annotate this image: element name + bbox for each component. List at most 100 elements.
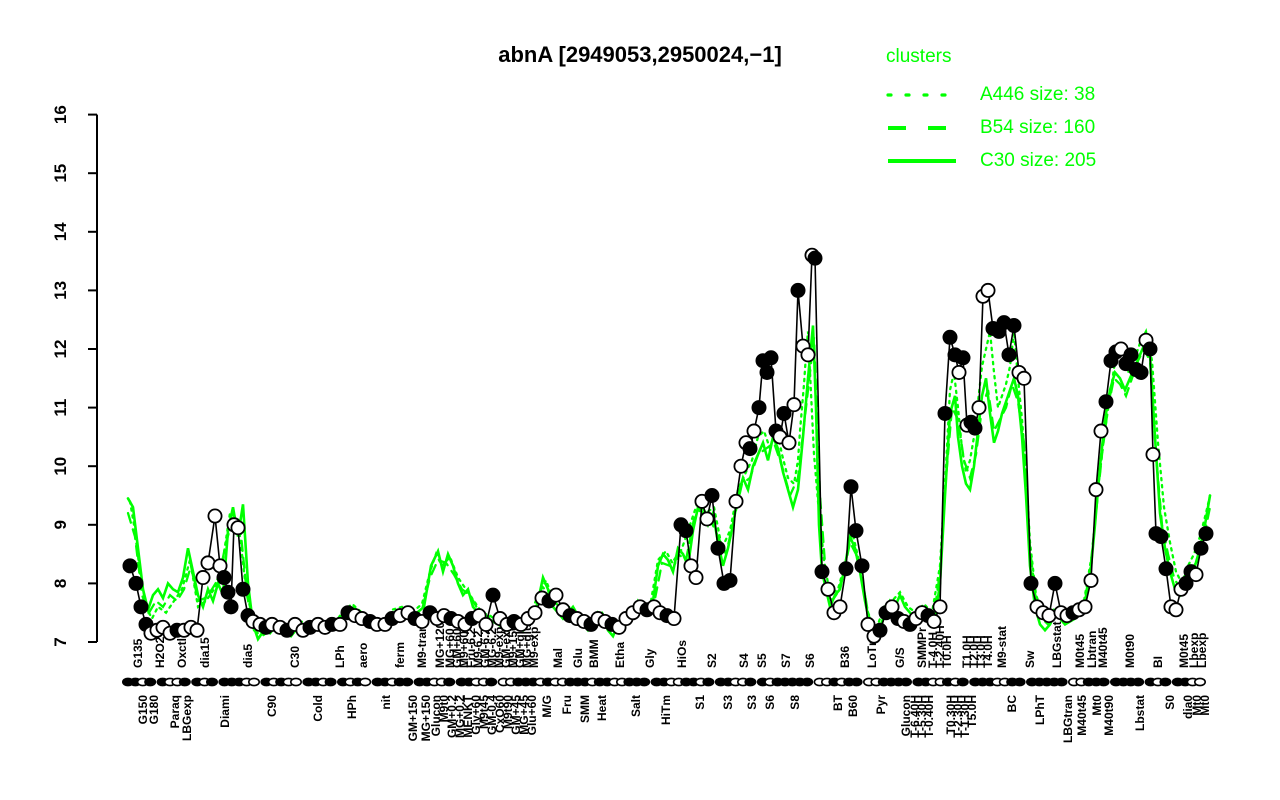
sample-marker <box>248 677 261 687</box>
data-point <box>800 347 816 363</box>
y-tick-label: 8 <box>51 579 70 588</box>
x-label-top: GM+60 <box>450 628 464 668</box>
x-label-top: aero <box>356 643 370 668</box>
x-label-bottom: G180 <box>147 695 161 725</box>
x-label-bottom: BT <box>831 694 845 711</box>
data-point <box>485 587 501 603</box>
x-label-top: T0.0H <box>940 635 954 668</box>
x-label-bottom: T-6.40H <box>908 695 922 738</box>
sample-marker <box>801 677 814 687</box>
x-label-top: S5 <box>755 653 769 668</box>
x-label-top: GM+glu <box>513 624 527 668</box>
sample-marker <box>1055 677 1068 687</box>
x-label-bottom: nit <box>379 695 393 710</box>
sample-marker <box>850 677 863 687</box>
chart-title: abnA [2949053,2950024,−1] <box>498 42 782 67</box>
legend-entry-a446: A446 size: 38 <box>886 78 1096 111</box>
x-label-bottom: Mt0 <box>1198 695 1212 716</box>
x-label-top: Mal <box>551 648 565 668</box>
x-label-top: BI <box>1151 656 1165 668</box>
x-label-bottom: S1 <box>693 695 707 710</box>
x-label-top: Lbtran <box>1085 631 1099 668</box>
x-label-top: BMM <box>587 639 601 668</box>
data-point <box>230 520 246 536</box>
x-label-top: H2O2 <box>153 636 167 668</box>
x-label-top: Oxctl <box>175 638 189 668</box>
data-point <box>1006 318 1022 334</box>
x-label-top: LPh <box>333 645 347 668</box>
x-label-bottom: Glucon <box>899 695 913 736</box>
x-label-bottom: GM+150 <box>406 695 420 742</box>
data-point <box>122 558 138 574</box>
data-point <box>1198 526 1214 542</box>
data-point <box>832 599 848 615</box>
x-label-top: M9-6.2 <box>471 630 485 668</box>
x-label-bottom: T0.30H <box>944 695 958 734</box>
x-label-top: dia5 <box>241 644 255 668</box>
x-label-top: M9-exp <box>527 627 541 668</box>
data-point <box>932 599 948 615</box>
legend-label: B54 size: 160 <box>980 116 1096 138</box>
data-point <box>1168 602 1184 618</box>
x-label-top: Lbexp <box>1187 633 1201 668</box>
x-label-bottom: Salt <box>629 695 643 717</box>
x-label-top: T-2.40H <box>933 625 947 668</box>
data-point <box>1123 347 1139 363</box>
x-label-top: Gly <box>643 648 657 668</box>
y-tick-label: 12 <box>51 340 70 359</box>
x-label-bottom: T-2.30H <box>951 695 965 738</box>
data-point <box>763 350 779 366</box>
data-point <box>971 400 987 416</box>
y-tick-label: 7 <box>51 637 70 646</box>
x-label-bottom: T5.0H <box>965 695 979 728</box>
data-point <box>1047 575 1063 591</box>
x-label-bottom: HPh <box>345 695 359 719</box>
x-label-bottom: Heat <box>595 695 609 721</box>
x-label-top: T3.0H <box>974 635 988 668</box>
data-point <box>710 540 726 556</box>
data-point <box>843 479 859 495</box>
y-tick-label: 11 <box>51 399 70 417</box>
x-label-top: M9-tran <box>415 625 429 668</box>
sample-marker <box>485 677 498 687</box>
x-label-bottom: HiTm <box>659 695 673 725</box>
y-tick-label: 14 <box>51 222 70 241</box>
data-point <box>699 511 715 527</box>
data-point <box>478 616 494 632</box>
x-label-bottom: S8 <box>788 695 802 710</box>
data-point <box>955 350 971 366</box>
data-point <box>207 508 223 524</box>
x-label-bottom: Fru <box>560 695 574 714</box>
x-label-top: MG+glu <box>520 624 534 668</box>
data-point <box>926 613 942 629</box>
x-label-bottom: Glu+60 <box>525 695 539 736</box>
x-label-top: HiOs <box>675 640 689 668</box>
sample-marker <box>1013 677 1026 687</box>
data-point <box>1083 572 1099 588</box>
solid-line-sample <box>888 158 956 163</box>
legend-label: C30 size: 205 <box>980 149 1097 171</box>
x-label-bottom: M9t45 <box>477 695 491 729</box>
sample-marker <box>324 677 337 687</box>
x-label-top: Etha <box>613 642 627 668</box>
x-label-top: Lbexp <box>1195 633 1209 668</box>
x-label-bottom: GM+45 <box>509 695 523 735</box>
x-label-bottom: LPhT <box>1033 694 1047 725</box>
x-label-top: dia15 <box>198 637 212 668</box>
sample-marker <box>178 677 191 687</box>
sample-marker <box>744 677 757 687</box>
x-label-top: M40t45 <box>1096 627 1110 668</box>
data-point <box>200 555 216 571</box>
x-label-bottom: dia0 <box>1181 695 1195 719</box>
sample-marker <box>359 677 372 687</box>
data-point <box>1158 561 1174 577</box>
x-label-top: M9+150 <box>506 624 520 668</box>
data-point <box>722 572 738 588</box>
data-point <box>688 570 704 586</box>
data-point <box>820 581 836 597</box>
x-label-top: T-4.0H <box>926 632 940 668</box>
x-label-bottom: B60 <box>846 695 860 717</box>
x-label-top: LoTm <box>865 635 879 668</box>
x-label-top: S2 <box>705 653 719 668</box>
